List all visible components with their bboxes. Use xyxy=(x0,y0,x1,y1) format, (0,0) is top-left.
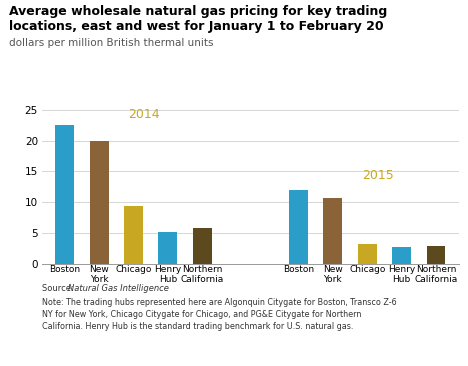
Bar xyxy=(323,198,342,264)
Text: Average wholesale natural gas pricing for key trading: Average wholesale natural gas pricing fo… xyxy=(9,5,388,19)
Text: Natural Gas Intelligence: Natural Gas Intelligence xyxy=(68,284,169,293)
Text: Note: The trading hubs represented here are Algonquin Citygate for Boston, Trans: Note: The trading hubs represented here … xyxy=(42,298,397,331)
Bar xyxy=(426,246,446,264)
Text: 2015: 2015 xyxy=(362,169,394,182)
Bar xyxy=(193,228,212,264)
Bar xyxy=(124,206,143,264)
Text: 2014: 2014 xyxy=(128,108,160,121)
Text: locations, east and west for January 1 to February 20: locations, east and west for January 1 t… xyxy=(9,20,384,33)
Bar xyxy=(358,244,377,264)
Bar xyxy=(90,141,109,264)
Text: dollars per million British thermal units: dollars per million British thermal unit… xyxy=(9,38,214,48)
Text: Source:: Source: xyxy=(42,284,76,293)
Bar xyxy=(159,232,177,264)
Bar xyxy=(289,190,308,264)
Bar xyxy=(392,247,411,264)
Bar xyxy=(55,125,74,264)
